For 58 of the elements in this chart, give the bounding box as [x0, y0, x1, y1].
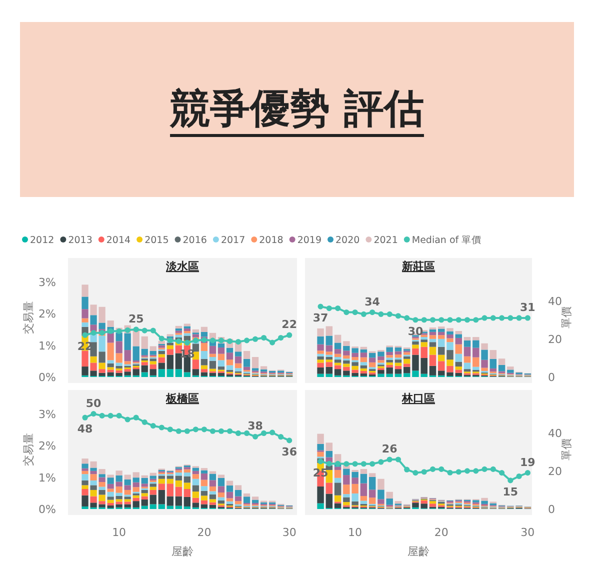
- x-tick-label: 10: [348, 526, 362, 539]
- chart-title: 新莊區: [401, 260, 435, 273]
- data-label: 18: [180, 348, 195, 361]
- legend-label: 2014: [106, 235, 131, 246]
- y2-tick-label: 0: [548, 503, 555, 516]
- data-label: 50: [86, 396, 102, 410]
- legend-label: 2013: [68, 235, 92, 246]
- y-tick-label: 2%: [38, 440, 56, 453]
- data-label: 31: [520, 300, 536, 314]
- legend-label: 2021: [374, 235, 398, 246]
- y2-axis-title: 單價: [560, 438, 573, 460]
- legend-label: 2018: [259, 235, 284, 246]
- y-tick-label: 2%: [38, 308, 56, 321]
- data-label: 37: [312, 312, 328, 325]
- data-label: 22: [282, 318, 297, 332]
- y-axis-title: 交易量: [22, 301, 35, 334]
- x-axis-title: 屋齡: [172, 545, 194, 558]
- y-tick-label: 0%: [38, 503, 56, 516]
- legend-label: 2016: [182, 235, 207, 246]
- y-axis-title: 交易量: [22, 433, 35, 466]
- y2-tick-label: 20: [548, 332, 562, 346]
- data-label: 34: [364, 295, 380, 308]
- y-tick-label: 1%: [38, 471, 56, 484]
- y-tick-label: 3%: [38, 408, 56, 421]
- data-label: 48: [77, 422, 93, 436]
- data-label: 36: [282, 445, 298, 458]
- x-tick-label: 30: [520, 526, 535, 539]
- data-label: 38: [248, 420, 263, 433]
- y2-tick-label: 40: [548, 294, 562, 308]
- y2-tick-label: 0: [548, 371, 555, 384]
- data-label: 25: [128, 312, 144, 326]
- x-tick-label: 10: [112, 526, 126, 539]
- legend-label: 2019: [297, 235, 322, 246]
- chart-title: 林口區: [401, 392, 435, 405]
- legend-label: 2012: [30, 235, 54, 246]
- text: 競爭優勢 評估: [169, 86, 424, 132]
- data-label: 22: [77, 340, 93, 354]
- data-label: 26: [382, 442, 398, 456]
- y-tick-label: 1%: [38, 339, 56, 352]
- y2-tick-label: 40: [548, 426, 562, 440]
- y2-axis-title: 單價: [560, 306, 573, 328]
- y-tick-label: 3%: [38, 276, 56, 289]
- data-label: 25: [312, 466, 328, 480]
- x-tick-label: 20: [434, 526, 448, 539]
- chart-title: 淡水區: [165, 260, 199, 273]
- data-label: 19: [520, 456, 536, 469]
- y-tick-label: 0%: [38, 371, 56, 384]
- data-label: 15: [502, 485, 518, 498]
- legend-label: 2020: [336, 235, 360, 246]
- legend-label: 2015: [144, 235, 169, 246]
- x-tick-label: 30: [282, 526, 296, 539]
- x-axis-title: 屋齡: [408, 545, 430, 558]
- x-tick-label: 20: [197, 526, 212, 539]
- data-label: 30: [408, 324, 424, 338]
- legend-label: Median of 單價: [412, 235, 482, 246]
- y2-tick-label: 20: [548, 464, 562, 478]
- chart-title: 板橋區: [165, 392, 199, 405]
- legend-label: 2017: [220, 235, 246, 246]
